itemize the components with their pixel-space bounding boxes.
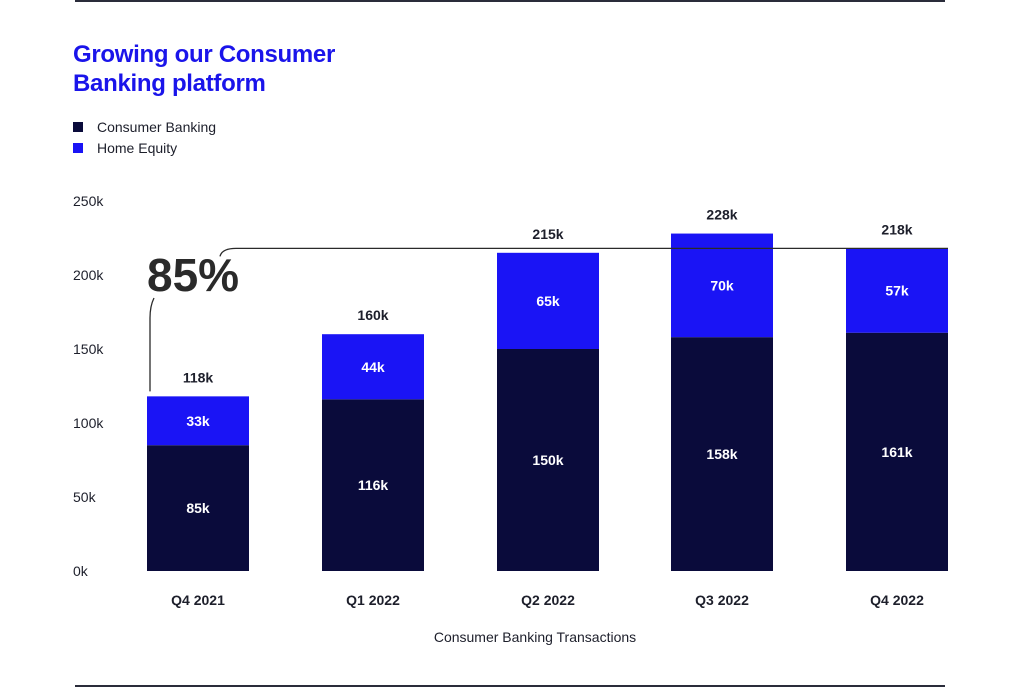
bar-consumer-banking-q3-2022 — [671, 337, 773, 571]
growth-bracket-line — [219, 247, 948, 257]
bar-home-equity-q4-2021 — [147, 396, 249, 446]
bar-home-equity-q1-2022 — [322, 334, 424, 400]
x-tick-label-q4-2021: Q4 2021 — [171, 592, 225, 608]
bar-home-equity-q4-2022 — [846, 248, 948, 333]
bar-consumer-banking-q4-2021 — [147, 445, 249, 571]
y-tick-label-250k: 250k — [73, 193, 104, 209]
y-tick-label-100k: 100k — [73, 415, 104, 431]
data-label-home-equity-q1-2022: 44k — [361, 359, 385, 375]
bar-home-equity-q2-2022 — [497, 252, 599, 349]
legend: Consumer Banking Home Equity — [73, 117, 216, 159]
data-label-consumer-banking-q2-2022: 150k — [532, 452, 563, 468]
data-label-consumer-banking-q1-2022: 116k — [358, 477, 389, 493]
total-label-q4-2022: 218k — [881, 221, 912, 237]
x-tick-label-q4-2022: Q4 2022 — [870, 592, 924, 608]
growth-annotation: 85% — [147, 249, 239, 301]
bar-consumer-banking-q2-2022 — [497, 349, 599, 571]
data-label-home-equity-q4-2022: 57k — [885, 283, 909, 299]
growth-bracket-left — [149, 297, 155, 392]
total-label-q2-2022: 215k — [532, 226, 563, 242]
legend-label-home-equity: Home Equity — [97, 140, 178, 156]
x-tick-label-q3-2022: Q3 2022 — [695, 592, 749, 608]
legend-swatch-consumer-banking — [73, 122, 83, 132]
total-label-q4-2021: 118k — [183, 369, 214, 385]
bar-home-equity-q3-2022 — [671, 233, 773, 338]
legend-swatch-home-equity — [73, 143, 83, 153]
total-label-q1-2022: 160k — [357, 307, 388, 323]
data-label-consumer-banking-q3-2022: 158k — [706, 446, 737, 462]
y-tick-label-200k: 200k — [73, 267, 104, 283]
y-tick-label-0k: 0k — [73, 563, 89, 579]
bar-consumer-banking-q4-2022 — [846, 332, 948, 571]
total-label-q3-2022: 228k — [706, 207, 737, 223]
top-divider — [75, 0, 945, 2]
legend-label-consumer-banking: Consumer Banking — [97, 119, 217, 135]
y-tick-label-150k: 150k — [73, 341, 104, 357]
chart-title: Growing our Consumer Banking platform — [73, 41, 336, 97]
legend-item-home-equity: Home Equity — [73, 138, 216, 158]
data-label-home-equity-q4-2021: 33k — [186, 413, 210, 429]
legend-item-consumer-banking: Consumer Banking — [73, 117, 216, 137]
bottom-divider — [75, 685, 945, 687]
data-label-consumer-banking-q4-2021: 85k — [186, 500, 210, 516]
x-tick-label-q1-2022: Q1 2022 — [346, 592, 400, 608]
x-axis-title: Consumer Banking Transactions — [434, 629, 636, 645]
data-label-home-equity-q2-2022: 65k — [536, 293, 560, 309]
x-tick-label-q2-2022: Q2 2022 — [521, 592, 575, 608]
data-label-consumer-banking-q4-2022: 161k — [881, 444, 912, 460]
data-label-home-equity-q3-2022: 70k — [710, 277, 734, 293]
y-tick-label-50k: 50k — [73, 489, 97, 505]
bar-consumer-banking-q1-2022 — [322, 399, 424, 571]
